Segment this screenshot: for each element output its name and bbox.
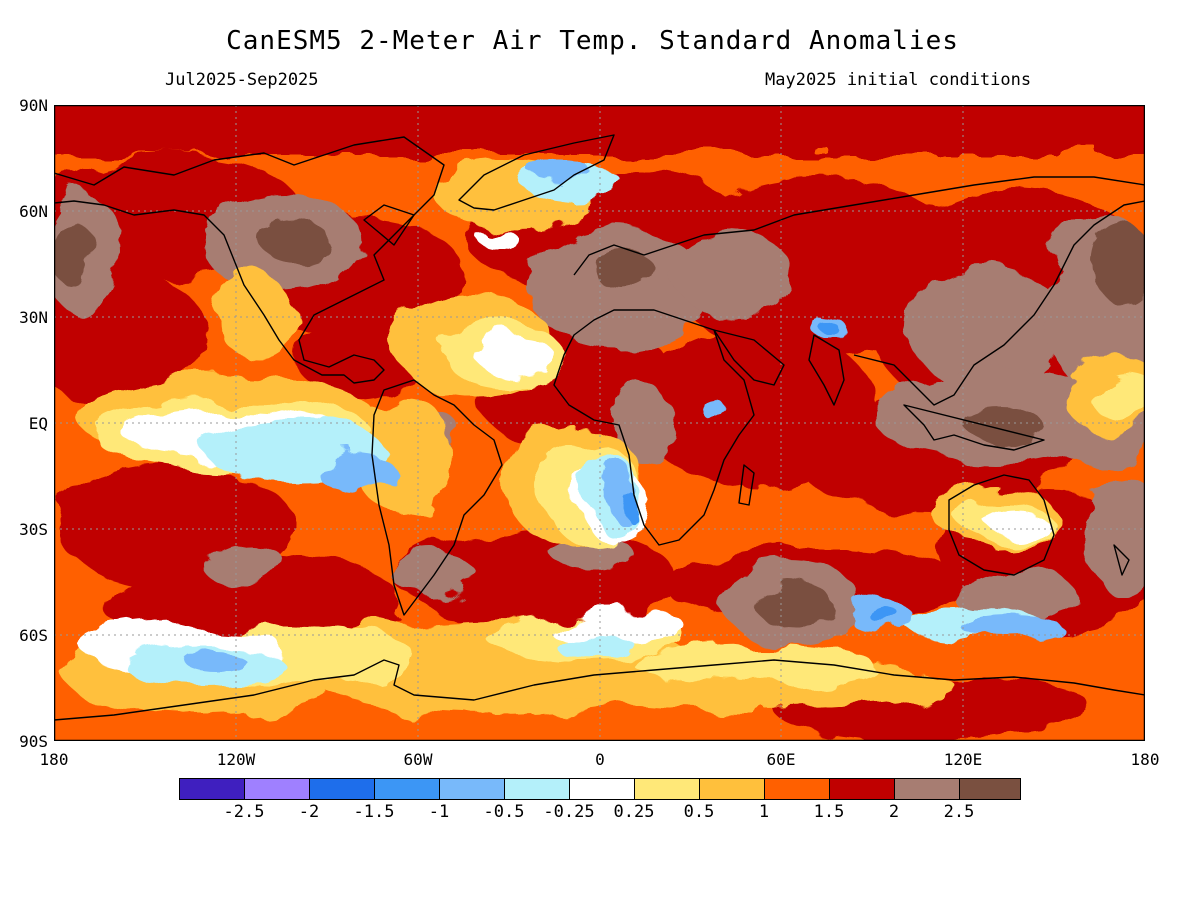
map-frame <box>54 105 1145 741</box>
lon-label-0: 0 <box>595 750 605 769</box>
legend-swatch-6 <box>504 778 570 800</box>
legend-label-12: 2.5 <box>943 802 975 822</box>
legend-label-7: 0.25 <box>613 802 655 822</box>
legend-label-1: -2.5 <box>223 802 265 822</box>
legend-label-4: -1 <box>428 802 450 822</box>
lon-label-120w: 120W <box>216 750 256 769</box>
legend-swatch-7 <box>569 778 635 800</box>
legend-swatch-11 <box>829 778 895 800</box>
lon-label-180w: 180 <box>39 750 69 769</box>
lat-label-60n: 60N <box>19 202 48 221</box>
lon-label-60e: 60E <box>766 750 796 769</box>
legend-swatch-3 <box>309 778 375 800</box>
legend-swatch-9 <box>699 778 765 800</box>
lon-label-180e: 180 <box>1130 750 1160 769</box>
lat-label-90s: 90S <box>19 732 48 751</box>
legend-swatch-12 <box>894 778 960 800</box>
lat-label-eq: EQ <box>28 414 48 433</box>
initial-conditions: May2025 initial conditions <box>765 70 1032 90</box>
legend-swatch-13 <box>959 778 1021 800</box>
lat-label-30n: 30N <box>19 308 48 327</box>
legend-swatch-8 <box>634 778 700 800</box>
lon-label-120e: 120E <box>943 750 983 769</box>
map-title: CanESM5 2-Meter Air Temp. Standard Anoma… <box>226 26 959 56</box>
lat-label-60s: 60S <box>19 626 48 645</box>
lat-label-30s: 30S <box>19 520 48 539</box>
legend-swatch-1 <box>179 778 245 800</box>
lon-label-60w: 60W <box>403 750 433 769</box>
legend-label-11: 2 <box>888 802 900 822</box>
legend-label-5: -0.5 <box>483 802 525 822</box>
legend-label-8: 0.5 <box>683 802 715 822</box>
legend-swatch-2 <box>244 778 310 800</box>
lat-label-90n: 90N <box>19 96 48 115</box>
anomaly-map <box>54 105 1145 741</box>
legend-label-3: -1.5 <box>353 802 395 822</box>
color-legend <box>179 778 1021 800</box>
legend-label-2: -2 <box>298 802 320 822</box>
legend-label-6: -0.25 <box>543 802 595 822</box>
legend-label-9: 1 <box>758 802 770 822</box>
map-svg <box>54 105 1145 741</box>
graticule <box>54 105 1145 741</box>
forecast-period: Jul2025-Sep2025 <box>165 70 319 90</box>
legend-label-10: 1.5 <box>813 802 845 822</box>
legend-swatch-4 <box>374 778 440 800</box>
coastlines <box>54 134 1145 721</box>
legend-swatch-10 <box>764 778 830 800</box>
legend-swatch-5 <box>439 778 505 800</box>
